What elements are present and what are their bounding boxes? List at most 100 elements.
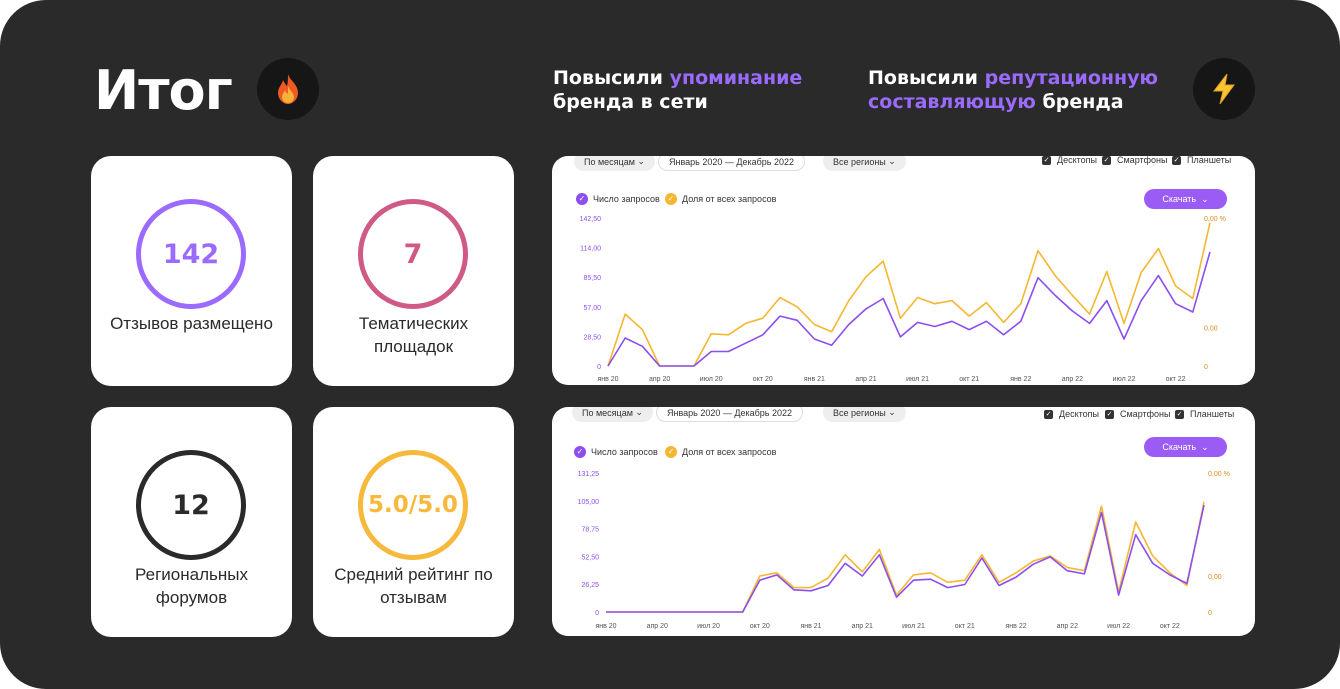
period-select[interactable]: По месяцам ⌄ xyxy=(574,156,655,171)
stat-card-reviews: 142 Отзывов размещено xyxy=(91,156,292,386)
line-chart-mentions: 0 28,50 57,00 85,50 114,00 142,50 0 0,00 0,00 % я… xyxy=(580,216,1226,383)
headline-mentions-rest: бренда в сети xyxy=(553,91,708,113)
checkbox-tablets[interactable]: ✓ Планшеты xyxy=(1172,156,1231,165)
y-tick-label: 0 xyxy=(597,364,601,371)
region-select[interactable]: Все регионы ⌄ xyxy=(823,156,906,171)
y-tick-label: 114,00 xyxy=(580,246,601,253)
period-select[interactable]: По месяцам ⌄ xyxy=(572,407,653,422)
checkbox-desktops[interactable]: ✓ Десктопы xyxy=(1042,156,1097,165)
x-tick-label: янв 21 xyxy=(804,376,825,383)
x-tick-label: янв 20 xyxy=(597,376,618,383)
y-tick-label: 131,25 xyxy=(578,471,600,478)
region-select-label: Все регионы xyxy=(833,407,886,418)
legend-item-share[interactable]: ✓ Доля от всех запросов xyxy=(665,193,776,205)
chevron-down-icon: ⌄ xyxy=(888,407,896,417)
y-tick-label: 28,50 xyxy=(583,334,601,341)
x-tick-label: апр 20 xyxy=(647,623,668,630)
checkbox-checked-icon: ✓ xyxy=(1105,409,1114,419)
stat-label-rating: Средний рейтинг по отзывам xyxy=(334,565,493,607)
x-tick-label: июл 22 xyxy=(1107,623,1130,630)
x-tick-label: июл 21 xyxy=(906,376,929,383)
chart-panel-mentions: По месяцам ⌄ Январь 2020 — Декабрь 2022 … xyxy=(552,156,1255,385)
x-tick-label: окт 20 xyxy=(753,376,773,383)
x-tick-label: янв 22 xyxy=(1006,623,1027,630)
x-tick-label: июл 21 xyxy=(902,623,925,630)
checkbox-checked-icon: ✓ xyxy=(1042,156,1051,165)
checkbox-tablets-label: Планшеты xyxy=(1190,409,1235,419)
stat-label-forums: Региональных форумов xyxy=(135,565,248,607)
headline-reputation-prefix: Повысили xyxy=(868,67,985,89)
headline-mentions-highlight: упоминание xyxy=(669,67,803,89)
download-button-label: Скачать xyxy=(1162,194,1197,204)
y-tick-label: 142,50 xyxy=(580,216,602,223)
check-circle-icon: ✓ xyxy=(665,446,677,458)
date-range-picker[interactable]: Январь 2020 — Декабрь 2022 xyxy=(658,156,805,171)
y-tick-label: 85,50 xyxy=(583,275,601,282)
checkbox-checked-icon: ✓ xyxy=(1175,409,1184,419)
line-chart-reputation: 0 26,25 52,50 78,75 105,00 131,25 0 0,00 0,00 % я… xyxy=(578,471,1230,630)
stat-label-reviews: Отзывов размещено xyxy=(110,314,273,333)
checkbox-smartphones-label: Смартфоны xyxy=(1120,409,1171,419)
y-tick-label: 26,25 xyxy=(581,582,599,589)
stat-label-platforms: Тематических площадок xyxy=(358,314,469,356)
legend-item-queries[interactable]: ✓ Число запросов xyxy=(574,446,658,458)
check-circle-icon: ✓ xyxy=(576,193,588,205)
y2-tick-label: 0,00 xyxy=(1204,326,1218,333)
region-select-label: Все регионы xyxy=(833,156,886,167)
legend-label-queries: Число запросов xyxy=(593,194,660,204)
x-tick-label: окт 21 xyxy=(955,623,975,630)
download-button[interactable]: Скачать ⌄ xyxy=(1144,189,1227,209)
x-tick-label: янв 20 xyxy=(595,623,616,630)
x-tick-label: янв 22 xyxy=(1010,376,1031,383)
chevron-down-icon: ⌄ xyxy=(1201,193,1209,204)
download-button-label: Скачать xyxy=(1162,442,1197,452)
x-tick-label: окт 22 xyxy=(1166,376,1186,383)
headline-reputation-rest: бренда xyxy=(1035,91,1124,113)
y2-tick-label: 0,00 xyxy=(1208,574,1222,581)
chevron-down-icon: ⌄ xyxy=(1201,441,1209,452)
checkbox-checked-icon: ✓ xyxy=(1102,156,1111,165)
x-tick-label: апр 22 xyxy=(1062,376,1083,383)
checkbox-smartphones[interactable]: ✓ Смартфоны xyxy=(1102,156,1167,165)
checkbox-desktops[interactable]: ✓ Десктопы xyxy=(1044,409,1099,419)
lightning-icon xyxy=(1193,58,1255,120)
chart-panel-reputation: По месяцам ⌄ Январь 2020 — Декабрь 2022 … xyxy=(552,407,1255,636)
fire-icon xyxy=(257,58,319,120)
x-tick-label: июл 22 xyxy=(1113,376,1136,383)
period-select-label: По месяцам xyxy=(584,156,635,167)
headline-mentions-prefix: Повысили xyxy=(553,67,670,89)
region-select[interactable]: Все регионы ⌄ xyxy=(823,407,906,422)
checkbox-smartphones[interactable]: ✓ Смартфоны xyxy=(1105,409,1170,419)
y-tick-label: 78,75 xyxy=(581,527,599,534)
chevron-down-icon: ⌄ xyxy=(888,156,896,166)
stat-card-rating: 5.0/5.0 Средний рейтинг по отзывам xyxy=(313,407,514,637)
date-range-label: Январь 2020 — Декабрь 2022 xyxy=(669,156,794,167)
page-title: Итог xyxy=(94,59,233,122)
x-tick-label: июл 20 xyxy=(697,623,720,630)
legend-item-queries[interactable]: ✓ Число запросов xyxy=(576,193,660,205)
checkbox-checked-icon: ✓ xyxy=(1044,409,1053,419)
y-tick-label: 0 xyxy=(595,610,599,617)
y2-tick-label: 0,00 % xyxy=(1208,471,1230,478)
y2-tick-label: 0 xyxy=(1208,610,1212,617)
x-tick-label: окт 22 xyxy=(1160,623,1180,630)
checkbox-desktops-label: Десктопы xyxy=(1057,156,1098,165)
legend-label-share: Доля от всех запросов xyxy=(682,194,777,204)
y2-tick-label: 0,00 % xyxy=(1204,216,1226,223)
period-select-label: По месяцам xyxy=(582,407,633,418)
x-tick-label: апр 20 xyxy=(649,376,670,383)
checkbox-tablets-label: Планшеты xyxy=(1187,156,1232,165)
stat-card-platforms: 7 Тематических площадок xyxy=(313,156,514,386)
headline-reputation-highlight: репутационную xyxy=(984,67,1158,89)
checkbox-tablets[interactable]: ✓ Планшеты xyxy=(1175,409,1234,419)
stat-ring-reviews: 142 xyxy=(136,199,246,309)
stat-ring-forums: 12 xyxy=(136,450,246,560)
date-range-picker[interactable]: Январь 2020 — Декабрь 2022 xyxy=(656,407,803,422)
download-button[interactable]: Скачать ⌄ xyxy=(1144,437,1227,457)
legend-item-share[interactable]: ✓ Доля от всех запросов xyxy=(665,446,776,458)
series-line xyxy=(606,504,1205,613)
chevron-down-icon: ⌄ xyxy=(637,156,645,166)
chevron-down-icon: ⌄ xyxy=(635,407,643,417)
x-tick-label: окт 21 xyxy=(959,376,979,383)
